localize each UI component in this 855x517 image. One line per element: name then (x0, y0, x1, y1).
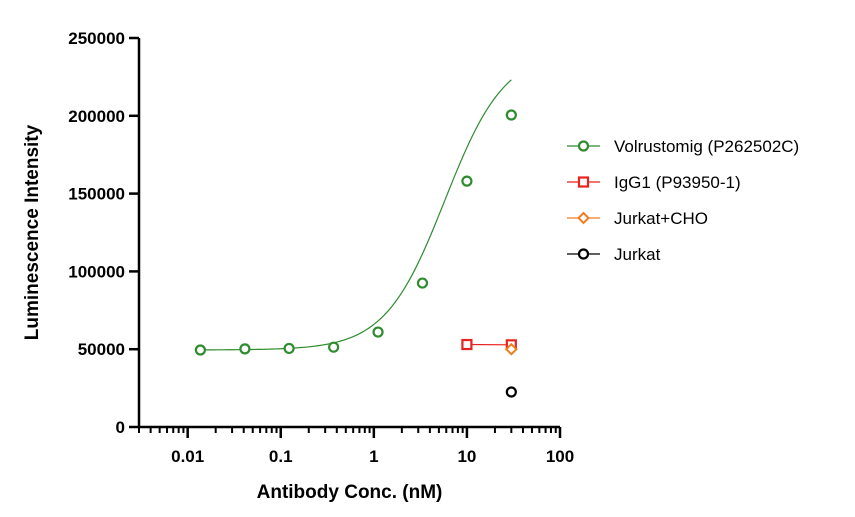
x-axis: 0.01 0.1 1 10 100 (138, 425, 574, 466)
legend-label: Jurkat+CHO (614, 209, 708, 228)
y-tick-label: 250000 (68, 29, 125, 48)
y-axis-title: Luminescence Intensity (22, 124, 43, 340)
data-point (461, 338, 473, 351)
legend-item: IgG1 (P93950-1) (567, 173, 741, 192)
data-point (505, 109, 517, 121)
legend-item: Volrustomig (P262502C) (567, 137, 799, 156)
x-tick-label: 10 (457, 447, 476, 466)
y-axis: 0 50000 100000 150000 200000 250000 (68, 29, 141, 437)
legend-marker (577, 176, 590, 188)
y-tick-label: 200000 (68, 107, 125, 126)
y-tick-label: 50000 (78, 340, 125, 359)
y-tick-label: 100000 (68, 262, 125, 281)
data-point (194, 344, 206, 356)
data-point (416, 277, 429, 289)
data-point (372, 326, 384, 338)
fit-curve (200, 79, 512, 351)
data-point (505, 386, 517, 398)
series-3 (505, 386, 517, 398)
y-tick-label: 150000 (68, 185, 125, 204)
legend-label: IgG1 (P93950-1) (614, 173, 741, 192)
legend-label: Volrustomig (P262502C) (614, 137, 799, 156)
x-tick-label: 0.1 (269, 447, 293, 466)
x-tick-label: 0.01 (171, 447, 204, 466)
data-point (328, 341, 340, 353)
x-tick-label: 1 (369, 447, 378, 466)
series-0 (194, 79, 517, 356)
legend-label: Jurkat (614, 245, 661, 264)
data-point (283, 342, 295, 355)
legend-item: Jurkat+CHO (567, 209, 708, 228)
x-axis-title: Antibody Conc. (nM) (257, 482, 443, 503)
legend-item: Jurkat (567, 245, 661, 264)
plot-area (194, 79, 518, 398)
data-point (461, 175, 473, 187)
legend-marker (577, 248, 590, 260)
x-tick-label: 100 (546, 447, 574, 466)
data-point (239, 343, 251, 355)
series-2 (504, 342, 518, 356)
legend-marker (577, 140, 590, 152)
y-tick-label: 0 (116, 418, 125, 437)
data-point (504, 342, 518, 356)
legend-marker (577, 211, 590, 225)
legend: Volrustomig (P262502C) IgG1 (P93950-1) Jur… (567, 137, 799, 264)
